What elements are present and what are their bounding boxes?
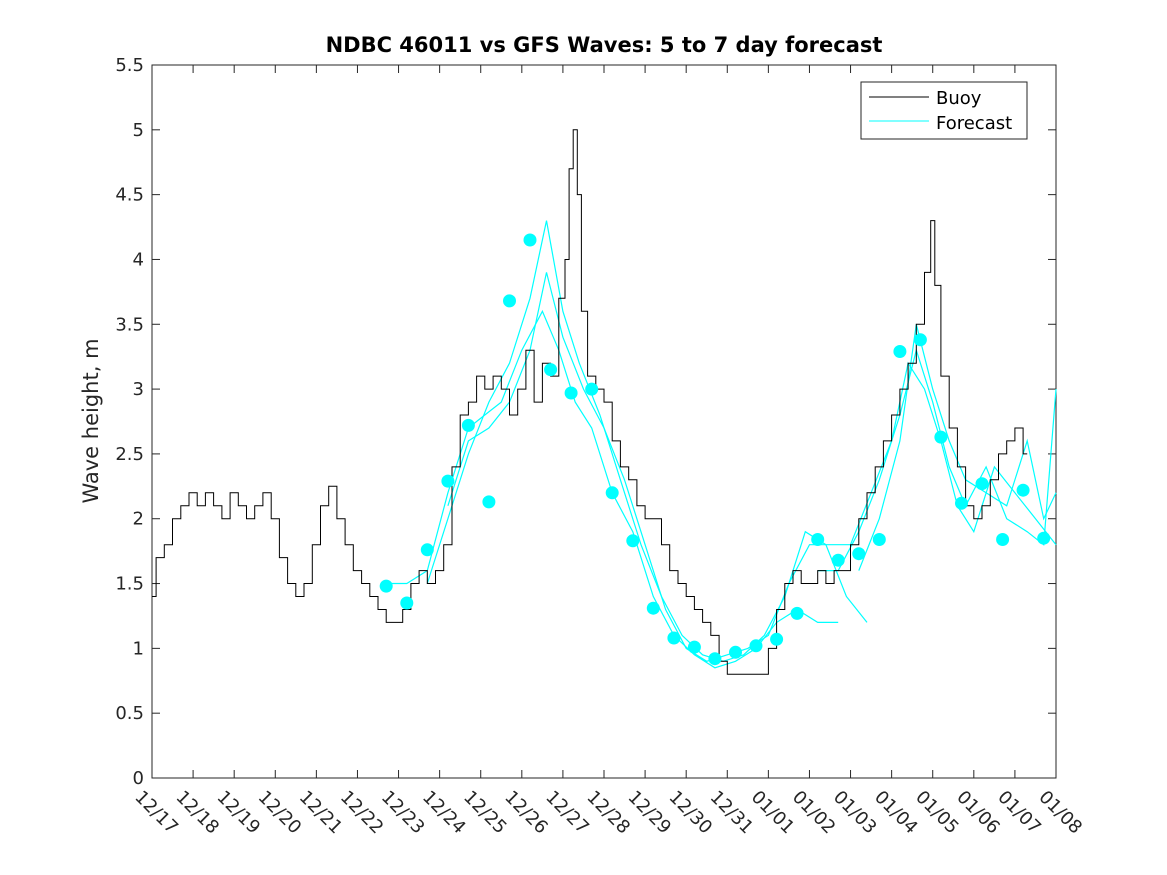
forecast-marker — [667, 631, 681, 645]
y-tick-label: 3 — [133, 379, 144, 400]
forecast-marker — [749, 639, 763, 653]
legend: Buoy Forecast — [860, 81, 1028, 140]
forecast-marker — [441, 474, 455, 488]
forecast-markers — [379, 233, 1051, 666]
forecast-marker — [934, 430, 948, 444]
legend-buoy-label: Buoy — [936, 88, 982, 109]
forecast-marker — [523, 233, 537, 247]
y-tick-label: 4.5 — [115, 185, 144, 206]
forecast-marker — [872, 533, 886, 546]
forecast-marker — [852, 547, 866, 561]
y-tick-label: 5.5 — [115, 55, 144, 76]
forecast-marker — [544, 363, 558, 377]
y-tick-label: 3.5 — [115, 314, 144, 335]
forecast-marker — [585, 382, 599, 396]
forecast-marker — [1016, 483, 1030, 497]
forecast-marker — [811, 533, 825, 546]
y-axis-label: Wave height, m — [79, 338, 103, 503]
legend-box — [860, 81, 1028, 140]
y-tick-label: 5 — [133, 120, 144, 141]
forecast-marker — [379, 579, 393, 593]
forecast-marker — [955, 496, 968, 510]
y-tick-label: 4 — [133, 249, 144, 270]
y-tick-label: 1.5 — [115, 574, 144, 595]
y-tick-label: 0 — [133, 768, 144, 789]
forecast-marker — [913, 333, 927, 347]
y-tick-label: 2 — [133, 509, 144, 530]
forecast-marker — [503, 294, 516, 308]
forecast-marker — [626, 534, 640, 548]
forecast-marker — [975, 477, 989, 491]
buoy-series — [152, 129, 1028, 675]
y-tick-label: 2.5 — [115, 444, 144, 465]
forecast-marker — [708, 652, 722, 666]
forecast-marker — [646, 601, 660, 615]
forecast-marker — [996, 533, 1010, 546]
forecast-marker — [1037, 531, 1051, 545]
forecast-marker — [770, 632, 784, 646]
chart-title: NDBC 46011 vs GFS Waves: 5 to 7 day fore… — [326, 33, 883, 57]
legend-forecast-label: Forecast — [936, 113, 1012, 134]
forecast-marker — [729, 645, 742, 659]
plot-area — [151, 64, 1057, 779]
forecast-marker — [400, 596, 414, 610]
y-axis: 0 0.5 1 1.5 2 2.5 3 3.5 4 4.5 5 5.5 — [115, 55, 1056, 789]
buoy-line — [152, 129, 1028, 675]
forecast-marker — [482, 495, 496, 509]
forecast-marker — [605, 486, 619, 500]
forecast-marker — [564, 386, 578, 400]
forecast-marker — [831, 553, 845, 567]
forecast-run-line — [426, 220, 868, 662]
y-tick-label: 0.5 — [115, 703, 144, 724]
y-tick-label: 1 — [133, 638, 144, 659]
forecast-marker — [687, 640, 701, 654]
forecast-marker — [790, 606, 804, 620]
forecast-marker — [420, 543, 434, 557]
forecast-marker — [893, 345, 907, 358]
forecast-marker — [461, 418, 475, 432]
